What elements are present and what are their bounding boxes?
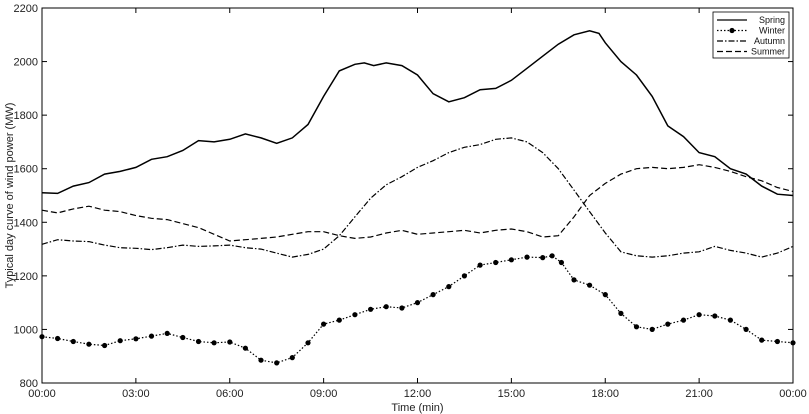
data-point	[55, 335, 61, 342]
y-tick-label: 2000	[14, 57, 38, 69]
series-line-winter	[41, 255, 794, 364]
series-winter	[39, 253, 796, 366]
series-line-autumn	[41, 137, 794, 258]
data-point	[618, 310, 624, 316]
data-point	[86, 341, 92, 347]
data-point	[274, 360, 280, 366]
y-tick-label: 2200	[14, 3, 38, 15]
x-tick-label: 03:00	[122, 388, 150, 400]
x-tick-label: 06:00	[216, 388, 244, 400]
x-tick-label: 21:00	[685, 388, 713, 400]
y-tick-label: 1400	[14, 217, 38, 229]
data-point	[477, 262, 483, 268]
legend-item-spring: Spring	[717, 15, 785, 25]
data-point	[712, 313, 718, 319]
y-tick-label: 1200	[14, 271, 38, 283]
plot-area: 800 1000 1200 1400 1600 1800 2000 2200 00:00 03:0…	[14, 3, 807, 400]
x-tick-label: 00:00	[779, 388, 807, 400]
data-point	[289, 355, 295, 361]
data-point	[102, 342, 108, 349]
data-point	[399, 305, 405, 311]
data-point	[549, 253, 555, 259]
y-tick-label: 1800	[14, 110, 38, 122]
series-line-spring	[41, 30, 794, 197]
data-point	[680, 317, 687, 323]
legend-item-summer: Summer	[717, 47, 785, 57]
data-point	[508, 257, 514, 263]
series-spring	[41, 30, 794, 197]
data-point	[117, 338, 123, 344]
data-point	[414, 300, 421, 306]
x-tick-label: 00:00	[28, 388, 56, 400]
data-point	[558, 259, 565, 266]
data-point	[133, 336, 139, 342]
data-point	[242, 345, 248, 351]
data-point	[321, 321, 327, 327]
legend-label: Autumn	[754, 36, 785, 46]
data-point	[774, 338, 781, 345]
data-point	[446, 284, 452, 290]
legend-label: Summer	[751, 47, 785, 57]
data-point	[164, 330, 170, 336]
x-tick-label: 12:00	[404, 388, 432, 400]
data-point	[180, 334, 186, 341]
data-point	[70, 338, 76, 345]
x-axis-title: Time (min)	[391, 402, 443, 414]
y-tick-label: 1000	[14, 324, 38, 336]
data-point	[727, 317, 734, 323]
data-point	[649, 326, 655, 332]
ticks-layer: 800 1000 1200 1400 1600 1800 2000 2200 00:00 03:0…	[14, 3, 807, 400]
series-autumn	[41, 137, 794, 258]
plot-frame	[41, 7, 794, 384]
data-point	[587, 282, 593, 288]
series-summer	[41, 164, 794, 242]
y-tick-label: 800	[20, 378, 38, 390]
data-point	[39, 334, 45, 340]
data-point	[352, 312, 358, 318]
data-point	[571, 277, 577, 283]
x-tick-label: 09:00	[310, 388, 338, 400]
data-point	[493, 259, 499, 266]
data-point	[524, 254, 530, 260]
data-point	[368, 306, 374, 312]
y-axis-title: Typical day curve of wind power (MW)	[4, 103, 16, 289]
data-point	[633, 324, 640, 330]
data-point	[195, 338, 202, 345]
data-point	[540, 255, 546, 261]
legend-label: Spring	[759, 15, 785, 25]
data-point	[743, 326, 749, 332]
data-point	[602, 292, 608, 298]
data-point	[759, 337, 765, 343]
data-point	[305, 340, 311, 346]
data-point	[430, 292, 436, 298]
data-point	[336, 317, 342, 323]
x-tick-label: 15:00	[498, 388, 526, 400]
series-line-summer	[41, 164, 794, 242]
x-tick-label: 18:00	[591, 388, 619, 400]
legend-marker	[729, 27, 735, 34]
legend-item-winter: Winter	[717, 26, 785, 36]
y-tick-label: 1600	[14, 164, 38, 176]
data-point	[258, 357, 264, 363]
legend-label: Winter	[759, 26, 785, 36]
data-point	[383, 304, 389, 310]
data-point	[790, 340, 796, 346]
legend-item-autumn: Autumn	[717, 36, 785, 46]
data-point	[211, 340, 217, 346]
data-point	[461, 273, 467, 279]
data-point	[227, 339, 233, 345]
data-point	[665, 321, 671, 327]
series-layer	[39, 30, 796, 366]
data-point	[148, 333, 155, 339]
data-point	[696, 312, 702, 318]
